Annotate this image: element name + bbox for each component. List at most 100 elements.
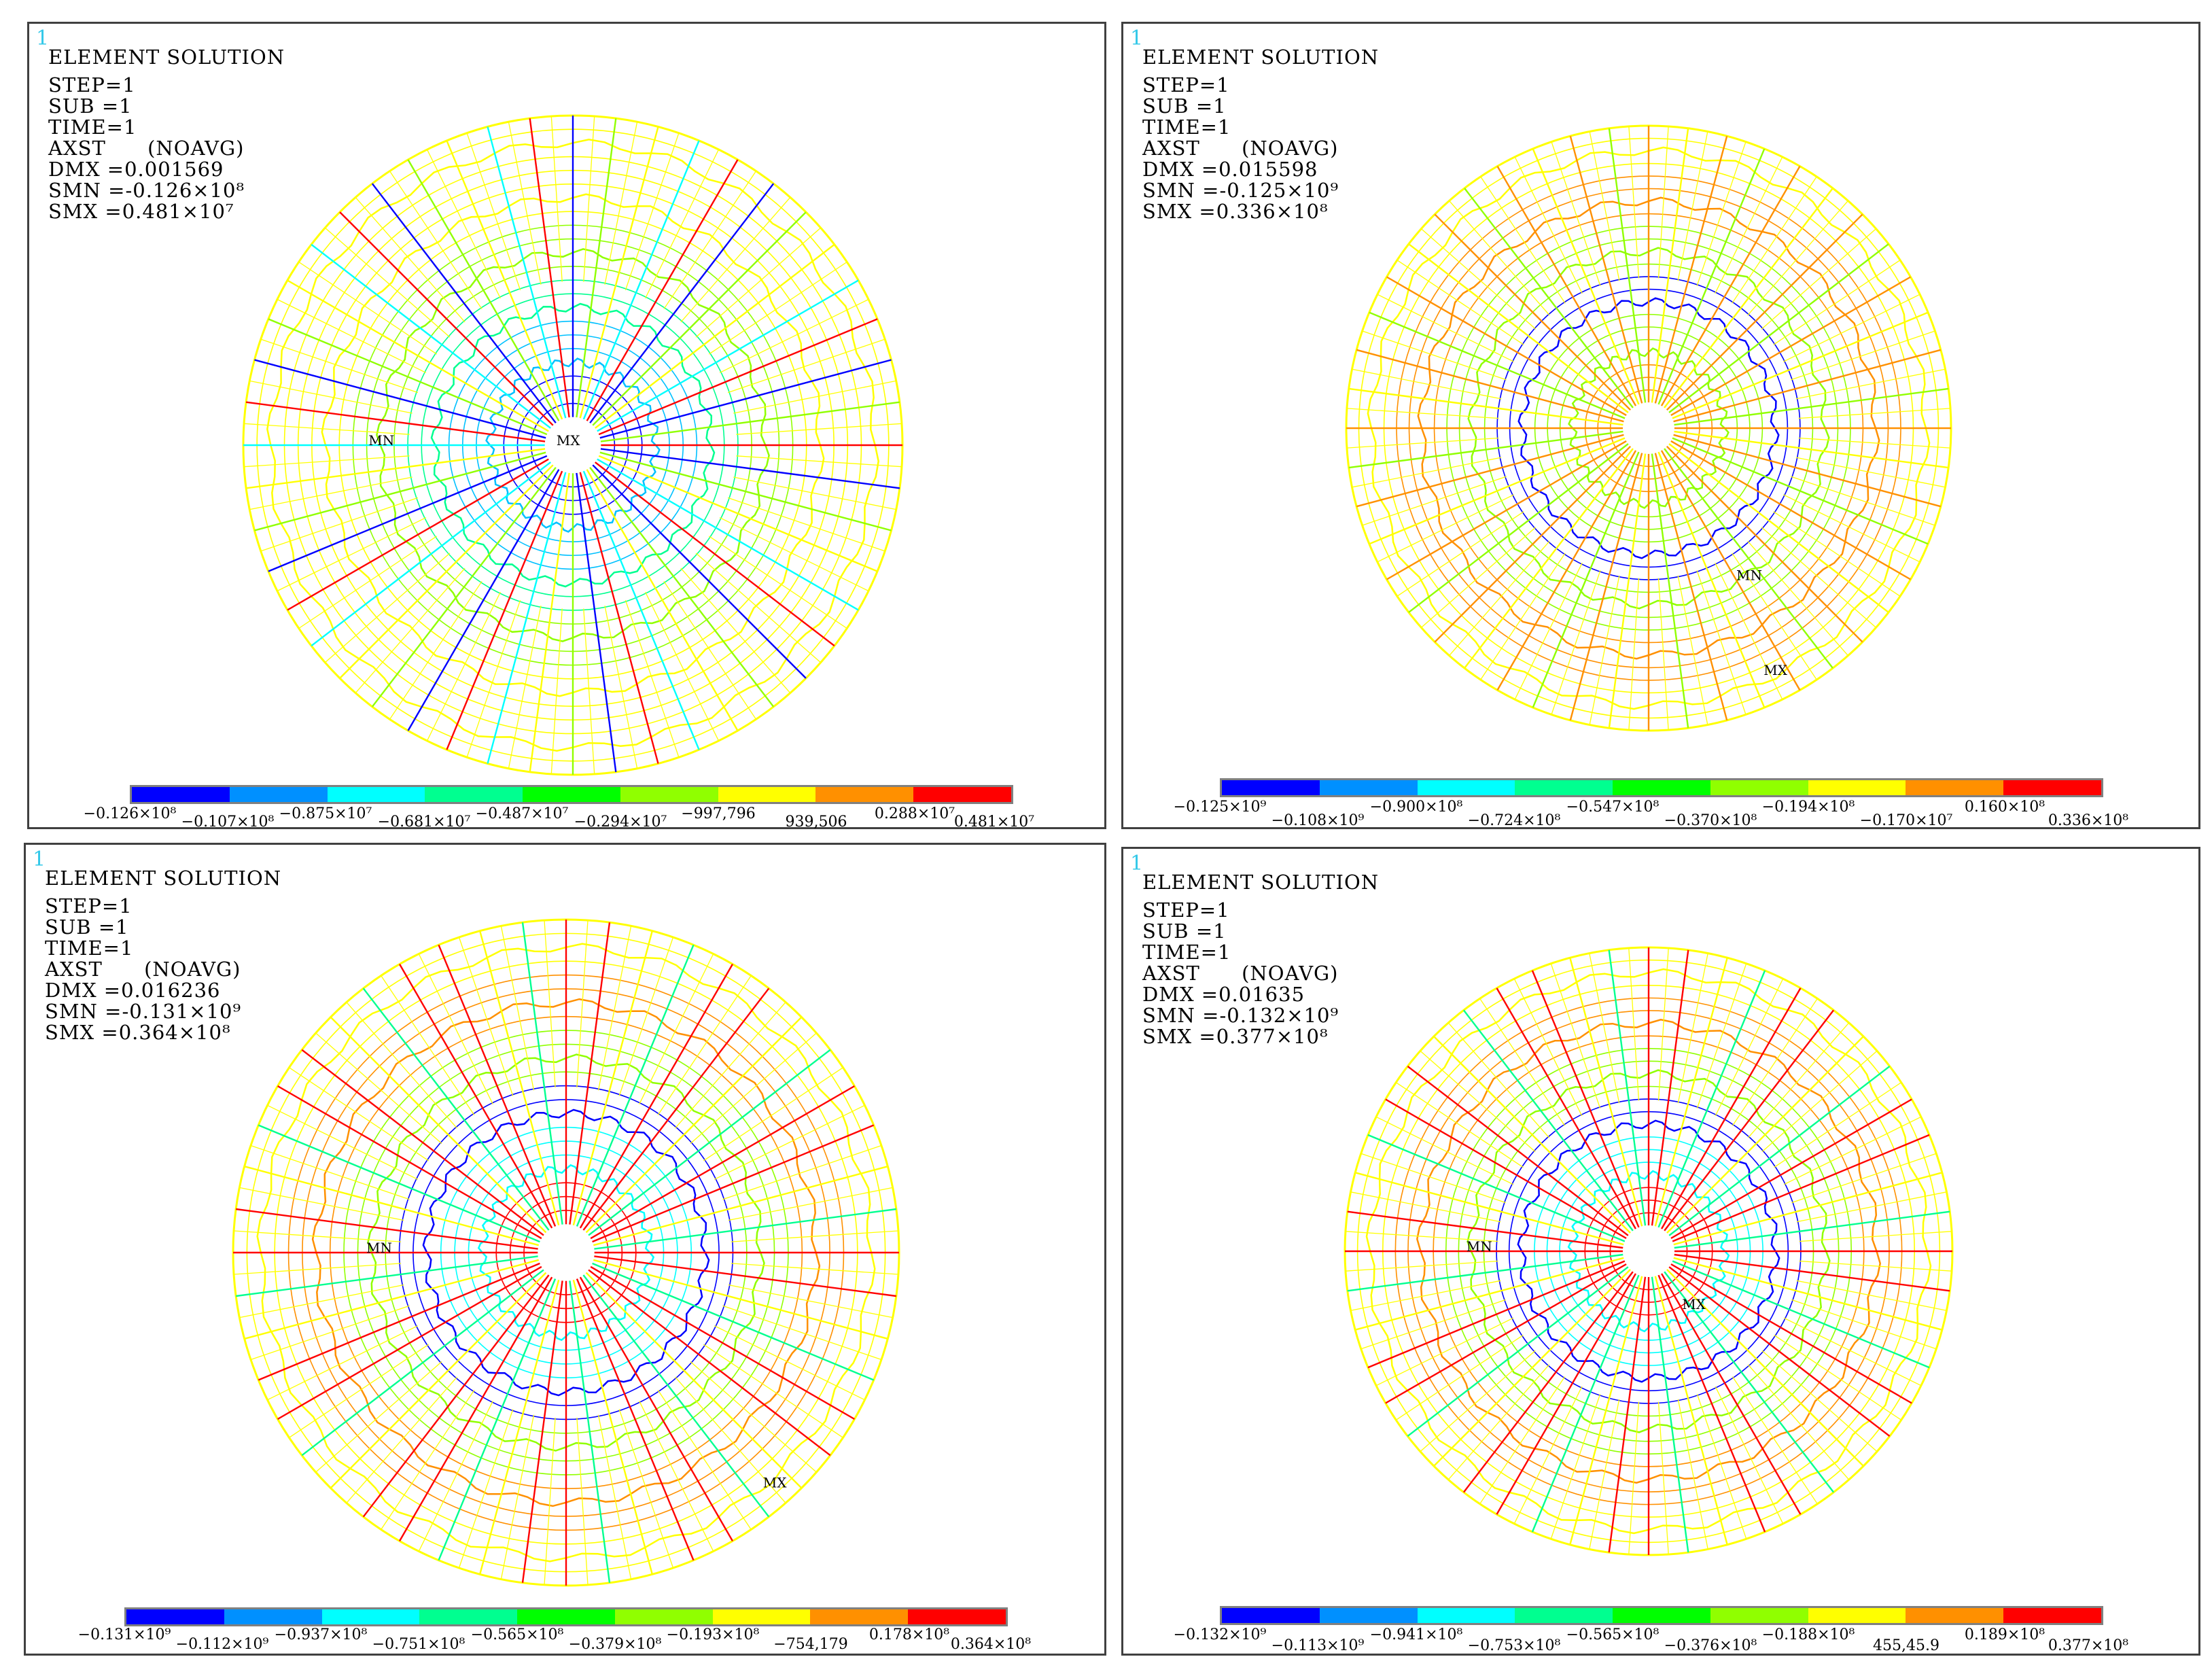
mesh-radial-line <box>1375 1317 1514 1386</box>
mesh-radial-line <box>1420 1050 1536 1153</box>
mesh-radial-line <box>1408 443 1629 613</box>
max-marker: MX <box>763 1474 787 1490</box>
mesh-radial-line <box>695 553 822 663</box>
mesh-radial-line <box>1356 349 1624 423</box>
mesh-radial-line <box>1346 437 1499 449</box>
mesh-radial-line <box>1783 1116 1922 1185</box>
mesh-radial-line <box>550 608 563 775</box>
mesh-radial-line <box>1673 1257 1943 1331</box>
mesh-radial-line <box>731 1263 899 1275</box>
mesh-radial-line <box>1670 1098 1912 1240</box>
mesh-radial-line <box>418 954 493 1104</box>
mesh-radial-line <box>1774 1334 1902 1420</box>
mesh-radial-line <box>588 1049 831 1236</box>
mesh-radial-line <box>1732 176 1817 304</box>
mesh-radial-line <box>243 455 410 468</box>
mesh-radial-line <box>1668 1065 1891 1236</box>
mesh-radial-line <box>1514 563 1583 700</box>
mesh-radial-line <box>479 930 560 1226</box>
mesh-radial-line <box>1732 998 1818 1126</box>
mesh-radial-line <box>722 1145 882 1200</box>
info-line: SMN =-0.131×10⁹ <box>45 1000 242 1023</box>
mesh-lines <box>1345 124 1952 732</box>
mesh-radial-line <box>233 1230 402 1242</box>
mesh-radial-line <box>371 183 557 424</box>
legend-tick-top: −0.565×10⁸ <box>470 1626 564 1643</box>
window-number: 1 <box>33 848 46 871</box>
mesh-radial-line <box>381 975 475 1115</box>
mesh-radial-line <box>446 140 563 420</box>
mesh-radial-line <box>487 472 567 764</box>
info-line: SMX =0.377×10⁸ <box>1142 1025 1329 1048</box>
mesh-radial-line <box>1696 141 1746 286</box>
mesh-radial-line <box>585 1016 803 1234</box>
legend-tick-bottom: 939,506 <box>785 814 847 831</box>
mesh-radial-line <box>1747 1022 1850 1138</box>
mesh-radial-line <box>260 497 419 552</box>
mesh-radial-line <box>1715 1386 1784 1524</box>
legend-tick-bottom: −0.724×10⁸ <box>1467 812 1561 829</box>
mesh-radial-line <box>582 988 770 1231</box>
mesh-radial-line <box>576 472 617 773</box>
mesh-radial-line <box>1447 1364 1550 1480</box>
solution-info: ELEMENT SOLUTION STEP=1 SUB =1 TIME=1 AX… <box>1142 47 1379 222</box>
legend-color-band <box>1710 1608 1808 1623</box>
info-line: SMN =-0.125×10⁹ <box>1142 179 1339 202</box>
mesh-radial-line <box>324 227 451 338</box>
mesh-radial-line <box>1551 570 1601 715</box>
mesh-radial-line <box>1569 135 1643 404</box>
legend-color-band <box>425 787 523 802</box>
legend-color-band <box>523 787 620 802</box>
legend-tick-bottom: 0.377×10⁸ <box>2048 1637 2129 1654</box>
legend-tick-bottom: −0.294×10⁷ <box>574 814 667 831</box>
legend-color-band <box>1808 780 1906 795</box>
mesh-radial-line <box>695 227 822 338</box>
info-line: AXST (NOAVG) <box>1142 137 1339 160</box>
legend-tick-top: −0.193×10⁸ <box>666 1626 760 1643</box>
mesh-radial-line <box>1345 1231 1498 1242</box>
mesh-radial-line <box>586 159 739 421</box>
mesh-radial-line <box>1657 970 1766 1228</box>
legend-color-band <box>1417 1608 1515 1623</box>
mesh-radial-line <box>1791 476 1935 526</box>
legend-color-band <box>1613 780 1710 795</box>
mesh-radial-line <box>1608 949 1647 1226</box>
legend-color-band <box>321 1609 420 1624</box>
mesh-radial-line <box>1513 1386 1583 1524</box>
mesh-radial-line <box>1531 1274 1640 1533</box>
mesh-radial-line <box>1696 963 1747 1108</box>
mesh-radial-line <box>1747 1364 1850 1480</box>
mesh-radial-line <box>579 1276 734 1542</box>
legend-tick-bottom: 0.481×10⁷ <box>953 814 1035 831</box>
mesh-radial-line <box>268 318 548 436</box>
mesh-radial-line <box>618 1409 674 1569</box>
mesh-radial-line <box>1377 494 1514 563</box>
mesh-radial-line <box>550 116 563 282</box>
solution-info: ELEMENT SOLUTION STEP=1 SUB =1 TIME=1 AX… <box>1142 872 1379 1047</box>
info-line: TIME=1 <box>48 116 137 139</box>
legend-tick-top: −0.937×10⁸ <box>274 1626 368 1643</box>
plot-window-bottom-left: 1 ELEMENT SOLUTION STEP=1 SUB =1 TIME=1 … <box>24 843 1106 1656</box>
mesh-radial-line <box>569 922 611 1225</box>
mesh-radial-line <box>572 930 653 1226</box>
legend-tick-top: −0.125×10⁹ <box>1173 799 1267 816</box>
mesh-radial-line <box>663 580 757 720</box>
legend-tick-top: −0.487×10⁷ <box>475 805 569 822</box>
mesh-radial-line <box>1350 1191 1501 1223</box>
mesh-radial-line <box>1677 953 1708 1104</box>
mesh-radial-line <box>719 298 869 373</box>
mesh-radial-line <box>1670 440 1912 580</box>
legend-tick-bottom: −0.681×10⁷ <box>377 814 471 831</box>
mesh-radial-line <box>1362 476 1507 526</box>
legend-color-band <box>620 787 718 802</box>
mesh-radial-line <box>1377 294 1514 362</box>
mesh-radial-line <box>1657 578 1669 731</box>
mesh-radial-line <box>1715 156 1783 294</box>
mesh-radial-line <box>1447 1022 1550 1138</box>
legend-tick-top: 0.160×10⁸ <box>1964 799 2046 816</box>
info-line: DMX =0.001569 <box>48 158 224 181</box>
mesh-radial-line <box>736 455 902 468</box>
mesh-radial-line <box>389 171 482 310</box>
legend-color-band <box>1808 1608 1906 1623</box>
mesh-radial-line <box>1674 430 1949 469</box>
